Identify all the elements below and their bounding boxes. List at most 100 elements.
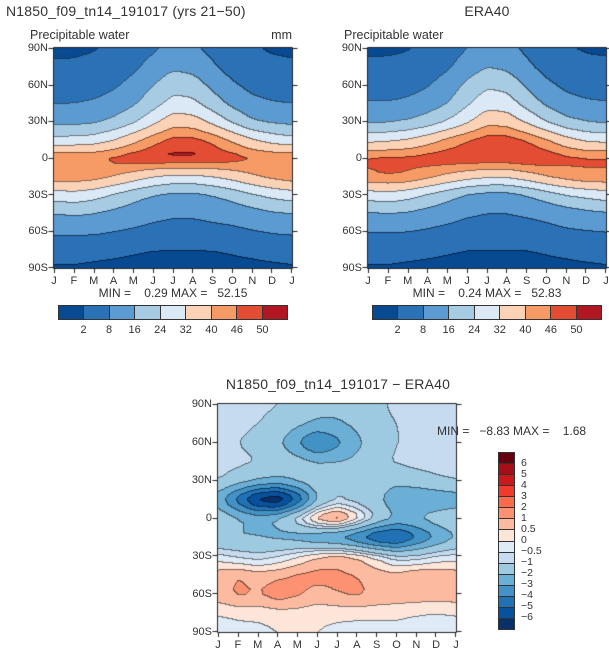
colorbar-segment xyxy=(448,306,474,319)
y-tick-label: 30N xyxy=(27,115,48,128)
colorbar-segment xyxy=(261,306,287,319)
model-colorbar xyxy=(58,305,288,320)
x-tick-label: A xyxy=(423,275,432,287)
x-tick-label: J xyxy=(464,275,470,287)
colorbar-tick-label: 32 xyxy=(179,324,192,336)
x-tick-label: J xyxy=(170,275,176,287)
y-tick-label: 90S xyxy=(192,626,212,638)
colorbar-tick-label: 2 xyxy=(521,501,527,513)
colorbar-tick-label: 24 xyxy=(154,324,167,336)
x-tick-label: J xyxy=(314,639,320,651)
colorbar-tick-label: 1 xyxy=(521,512,527,524)
x-tick-label: M xyxy=(442,275,452,287)
y-tick-label: 90S xyxy=(342,262,362,274)
colorbar-tick-label: 3 xyxy=(521,490,527,502)
x-tick-label: M xyxy=(253,639,263,651)
colorbar-segment xyxy=(499,485,514,497)
colorbar-segment xyxy=(499,595,514,607)
y-tick-label: 60N xyxy=(341,78,362,91)
colorbar-segment xyxy=(499,463,514,475)
x-tick-label: A xyxy=(353,639,361,651)
colorbar-segment xyxy=(473,306,500,319)
colorbar-segment xyxy=(499,562,514,574)
x-tick-label: O xyxy=(228,275,237,287)
x-tick-label: J xyxy=(334,639,340,651)
x-tick-label: O xyxy=(542,275,551,287)
model-subtitle: Precipitable water xyxy=(30,28,130,42)
colorbar-segment xyxy=(83,306,109,319)
diff-contour-plot xyxy=(212,398,462,638)
colorbar-tick-label: −4 xyxy=(521,589,533,601)
colorbar-segment xyxy=(210,306,237,319)
y-tick-label: 60S xyxy=(28,225,48,238)
colorbar-tick-label: 50 xyxy=(570,324,583,336)
x-tick-label: J xyxy=(289,275,295,287)
x-tick-label: M xyxy=(403,275,413,287)
colorbar-segment xyxy=(499,584,514,596)
x-tick-label: M xyxy=(128,275,138,287)
x-tick-label: M xyxy=(292,639,302,651)
x-tick-label: O xyxy=(392,639,401,651)
colorbar-segment xyxy=(499,617,514,629)
y-tick-label: 60S xyxy=(192,588,212,600)
y-tick-label: 0 xyxy=(41,152,48,164)
colorbar-segment xyxy=(59,306,84,319)
model-title: N1850_f09_tn14_191017 (yrs 21−50) xyxy=(6,3,246,19)
colorbar-tick-label: 0.5 xyxy=(521,523,536,535)
colorbar-segment xyxy=(422,306,449,319)
diff-title: N1850_f09_tn14_191017 − ERA40 xyxy=(225,376,451,392)
colorbar-tick-label: −3 xyxy=(521,578,533,590)
x-tick-label: S xyxy=(372,639,381,651)
x-tick-label: M xyxy=(89,275,99,287)
colorbar-tick-label: −0.5 xyxy=(521,545,542,557)
colorbar-segment xyxy=(499,496,514,508)
colorbar-tick-label: 50 xyxy=(256,324,269,336)
colorbar-tick-label: 16 xyxy=(442,324,455,336)
x-tick-label: N xyxy=(562,275,571,287)
x-tick-label: J xyxy=(453,639,459,651)
x-tick-label: D xyxy=(582,275,591,287)
colorbar-segment xyxy=(499,529,514,541)
diff-colorbar xyxy=(498,452,515,630)
era40-colorbar xyxy=(372,305,602,320)
colorbar-segment xyxy=(134,306,160,319)
colorbar-segment xyxy=(236,306,262,319)
y-tick-label: 30S xyxy=(28,188,48,201)
x-tick-label: J xyxy=(365,275,371,287)
colorbar-tick-label: 0 xyxy=(521,534,527,546)
x-tick-label: A xyxy=(109,275,118,287)
y-tick-label: 60N xyxy=(27,78,48,91)
x-tick-label: J xyxy=(215,639,221,651)
colorbar-tick-label: 46 xyxy=(230,324,243,336)
y-tick-label: 90N xyxy=(27,42,48,54)
colorbar-segment xyxy=(499,540,514,552)
colorbar-segment xyxy=(397,306,423,319)
x-tick-label: N xyxy=(248,275,257,287)
x-tick-label: F xyxy=(384,275,392,287)
colorbar-tick-label: 32 xyxy=(493,324,506,336)
y-tick-label: 90S xyxy=(28,262,48,274)
colorbar-tick-label: −5 xyxy=(521,600,533,612)
colorbar-tick-label: 8 xyxy=(106,324,113,336)
colorbar-segment xyxy=(373,306,398,319)
colorbar-segment xyxy=(550,306,576,319)
colorbar-tick-label: 40 xyxy=(519,324,532,336)
x-tick-label: J xyxy=(51,275,57,287)
y-tick-label: 30N xyxy=(191,474,212,486)
colorbar-tick-label: 46 xyxy=(544,324,557,336)
colorbar-tick-label: −6 xyxy=(521,611,533,623)
colorbar-tick-label: 24 xyxy=(468,324,481,336)
x-tick-label: S xyxy=(522,275,531,287)
colorbar-segment xyxy=(499,306,525,319)
y-tick-label: 60N xyxy=(191,436,212,448)
x-tick-label: J xyxy=(603,275,609,287)
colorbar-segment xyxy=(499,551,514,563)
era40-minmax-stats: MIN = 0.24 MAX = 52.83 xyxy=(412,286,562,300)
y-tick-label: 0 xyxy=(205,512,212,524)
colorbar-segment xyxy=(185,306,211,319)
x-tick-label: A xyxy=(189,275,197,287)
colorbar-segment xyxy=(499,474,514,486)
colorbar-tick-label: 4 xyxy=(521,479,527,491)
x-tick-label: A xyxy=(273,639,282,651)
